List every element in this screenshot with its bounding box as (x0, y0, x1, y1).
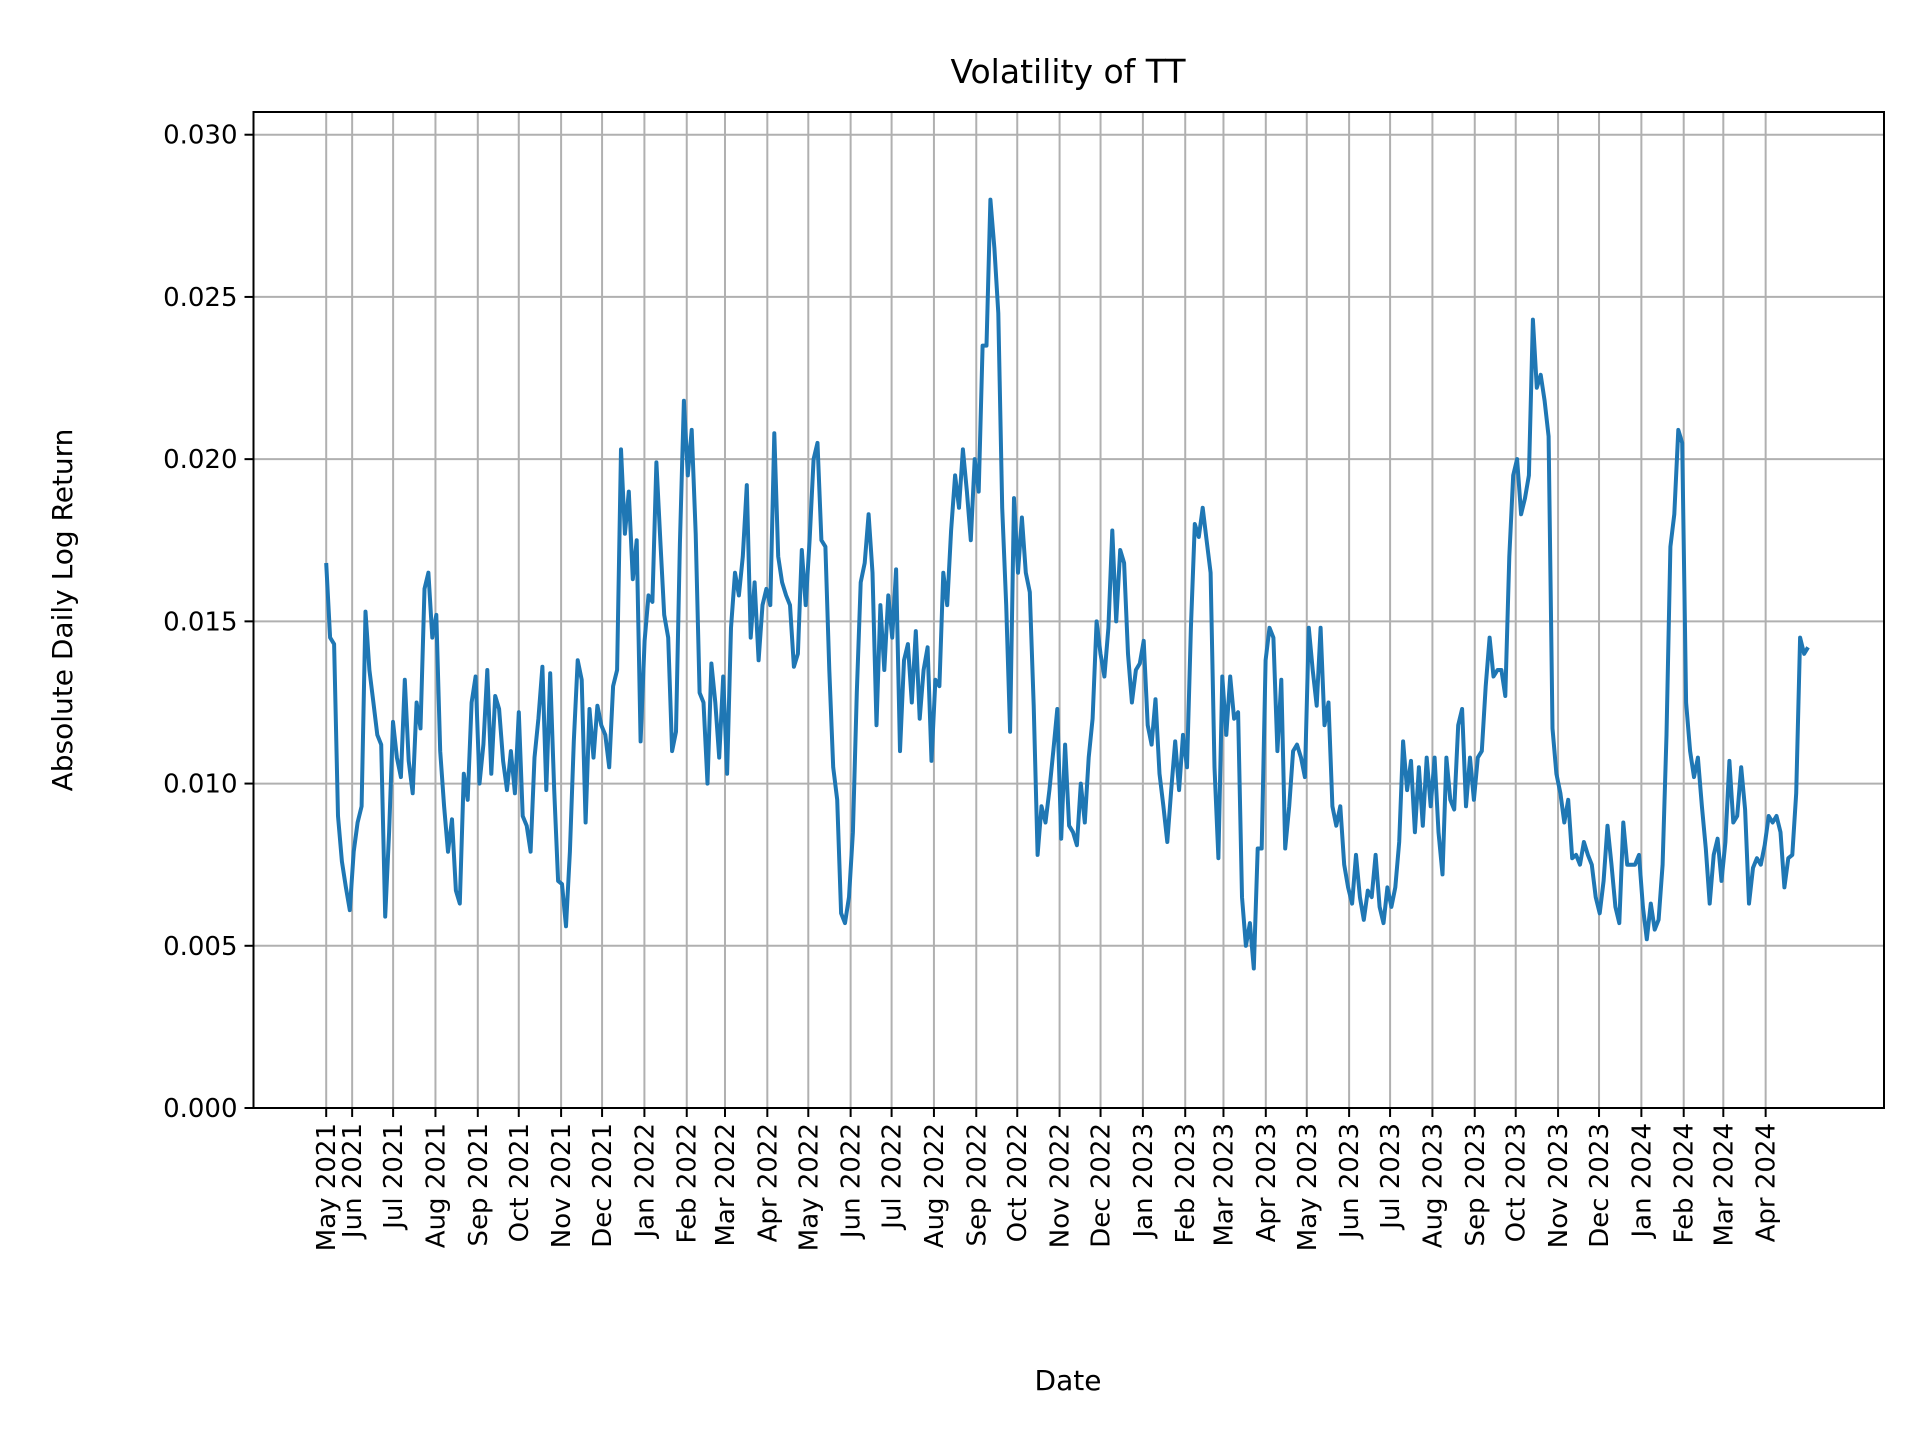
x-tick-label: May 2022 (794, 1123, 824, 1251)
x-tick-label: Jan 2023 (1129, 1123, 1159, 1240)
x-tick-label: Nov 2022 (1046, 1123, 1076, 1248)
x-tick-label: Jul 2022 (878, 1123, 908, 1231)
x-tick-label: Nov 2021 (547, 1123, 577, 1248)
plot-frame (252, 111, 1885, 1109)
x-tick-label: Mar 2024 (1709, 1123, 1739, 1247)
x-tick-label: Oct 2023 (1502, 1123, 1532, 1242)
x-tick-label: May 2023 (1293, 1123, 1323, 1251)
y-tick-label: 0.030 (163, 121, 237, 151)
y-tick-label: 0.020 (163, 445, 237, 475)
series-layer (324, 197, 1810, 971)
chart-title: Volatility of TT (950, 52, 1186, 91)
x-tick-label: Feb 2023 (1171, 1123, 1201, 1243)
volatility-line (324, 197, 1810, 971)
x-tick-label: Jun 2022 (837, 1123, 867, 1240)
x-tick-label: Sep 2021 (464, 1123, 494, 1246)
y-tick-label: 0.005 (163, 932, 237, 962)
x-tick-label: Jan 2022 (630, 1123, 660, 1240)
x-tick-label: Mar 2023 (1209, 1123, 1239, 1247)
y-tick-label: 0.000 (163, 1094, 237, 1124)
x-tick-label: Mar 2022 (711, 1123, 741, 1247)
x-tick-label: Oct 2021 (505, 1123, 535, 1242)
x-tick-label: Jul 2023 (1376, 1123, 1406, 1231)
grid (253, 112, 1884, 1109)
y-axis: 0.000 0.005 0.010 0.015 0.020 0.025 0.030 (163, 121, 254, 1124)
x-tick-label: Apr 2024 (1752, 1123, 1782, 1242)
x-tick-label: Aug 2023 (1418, 1123, 1448, 1248)
x-tick-label: Dec 2023 (1585, 1123, 1615, 1248)
x-tick-label: Aug 2022 (920, 1123, 950, 1248)
x-tick-label: Jun 2023 (1335, 1123, 1365, 1240)
x-tick-label: Nov 2023 (1544, 1123, 1574, 1248)
x-tick-label: Feb 2022 (673, 1123, 703, 1243)
x-tick-label: Jul 2021 (379, 1123, 409, 1231)
x-tick-label: Feb 2024 (1670, 1123, 1700, 1243)
y-tick-label: 0.025 (163, 283, 237, 313)
x-tick-label: Oct 2022 (1003, 1123, 1033, 1242)
x-tick-label: Apr 2022 (753, 1123, 783, 1242)
x-tick-label: Apr 2023 (1252, 1123, 1282, 1242)
x-tick-label: Dec 2021 (588, 1123, 618, 1248)
y-tick-label: 0.010 (163, 770, 237, 800)
x-axis-label: Date (1035, 1364, 1102, 1397)
x-tick-label: May 2021 (312, 1123, 342, 1251)
y-tick-label: 0.015 (163, 607, 237, 637)
x-tick-label: Jan 2024 (1627, 1123, 1657, 1240)
x-tick-label: Aug 2021 (421, 1123, 451, 1248)
x-tick-label: Dec 2022 (1087, 1123, 1117, 1248)
x-tick-label: Sep 2023 (1461, 1123, 1491, 1246)
y-axis-label: Absolute Daily Log Return (46, 429, 79, 792)
x-tick-label: Sep 2022 (962, 1123, 992, 1246)
x-tick-label: Jun 2021 (338, 1123, 368, 1240)
